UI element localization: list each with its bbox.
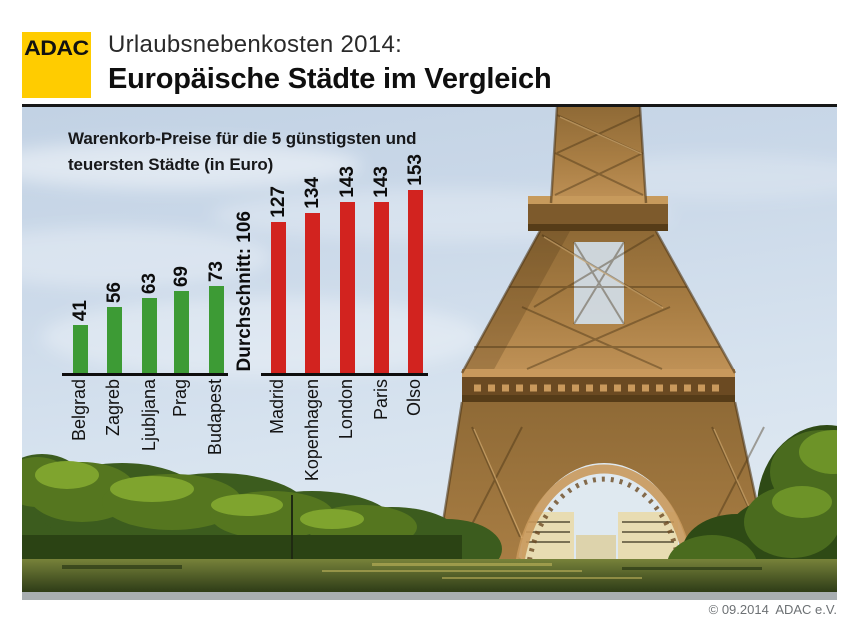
value-label-kopenhagen: 134 bbox=[301, 177, 323, 209]
average-label: Durchschnitt: 106 bbox=[233, 210, 255, 371]
bar-ljubljana bbox=[141, 298, 157, 374]
adac-logo: ADAC bbox=[22, 32, 91, 98]
bar-paris bbox=[373, 202, 389, 374]
value-label-olso: 153 bbox=[404, 154, 426, 186]
bar-london bbox=[339, 202, 355, 374]
value-label-madrid: 127 bbox=[267, 186, 289, 218]
bar-prag bbox=[173, 291, 189, 374]
bar-olso bbox=[407, 190, 423, 374]
value-label-zagreb: 56 bbox=[103, 281, 125, 303]
eiffel-tower bbox=[430, 107, 778, 592]
water-foreground bbox=[22, 559, 837, 592]
chart-subtitle-line-2: teuersten Städte (in Euro) bbox=[68, 155, 274, 174]
average-annotation: Durchschnitt: 106 bbox=[224, 211, 264, 371]
city-label-ljubljana: Ljubljana bbox=[139, 379, 159, 452]
value-label-budapest: 73 bbox=[205, 260, 227, 282]
city-label-olso: Olso bbox=[404, 379, 424, 417]
chart-subtitle-line-1: Warenkorb-Preise für die 5 günstigsten u… bbox=[68, 129, 417, 148]
eiffel-tower-photo bbox=[22, 107, 837, 592]
bar-column-prag: 69 bbox=[161, 266, 201, 374]
title-line-2: Europäische Städte im Vergleich bbox=[108, 63, 552, 95]
bar-kopenhagen bbox=[304, 213, 320, 374]
value-label-paris: 143 bbox=[370, 166, 392, 198]
axis-line-expensive bbox=[261, 373, 428, 376]
bar-zagreb bbox=[106, 307, 122, 374]
eiffel-tower-illustration bbox=[22, 107, 837, 592]
bar-column-zagreb: 56 bbox=[94, 282, 134, 374]
axis-line-cheapest bbox=[62, 373, 228, 376]
city-label-budapest: Budapest bbox=[205, 379, 225, 456]
bar-column-london: 143 bbox=[327, 166, 367, 374]
city-label-paris: Paris bbox=[371, 379, 391, 421]
bar-budapest bbox=[208, 286, 224, 374]
photo-base-bar bbox=[22, 592, 837, 600]
value-label-london: 143 bbox=[336, 166, 358, 198]
bar-column-paris: 143 bbox=[361, 166, 401, 374]
city-label-prag: Prag bbox=[170, 379, 190, 418]
title-line-1: Urlaubsnebenkosten 2014: bbox=[108, 31, 403, 58]
page-title: Urlaubsnebenkosten 2014: Europäische Stä… bbox=[108, 31, 552, 96]
chart-subtitle: Warenkorb-Preise für die 5 günstigsten u… bbox=[68, 126, 417, 178]
city-label-belgrad: Belgrad bbox=[69, 379, 89, 442]
title-rule bbox=[22, 104, 837, 107]
city-label-zagreb: Zagreb bbox=[103, 379, 123, 437]
value-label-ljubljana: 63 bbox=[138, 272, 160, 294]
copyright-text: © 09.2014 ADAC e.V. bbox=[708, 602, 837, 617]
bar-column-ljubljana: 63 bbox=[129, 273, 169, 374]
bar-column-budapest: 73 bbox=[196, 261, 236, 374]
value-label-prag: 69 bbox=[170, 265, 192, 287]
adac-logo-text: ADAC bbox=[24, 37, 89, 60]
bar-madrid bbox=[270, 222, 286, 374]
city-label-london: London bbox=[336, 379, 356, 440]
bar-column-kopenhagen: 134 bbox=[292, 177, 332, 374]
city-label-kopenhagen: Kopenhagen bbox=[302, 379, 322, 482]
bar-column-madrid: 127 bbox=[258, 186, 298, 374]
city-label-madrid: Madrid bbox=[267, 379, 287, 435]
bar-column-olso: 153 bbox=[395, 154, 435, 374]
bar-belgrad bbox=[72, 325, 88, 374]
bar-column-belgrad: 41 bbox=[60, 300, 100, 374]
value-label-belgrad: 41 bbox=[69, 299, 91, 321]
